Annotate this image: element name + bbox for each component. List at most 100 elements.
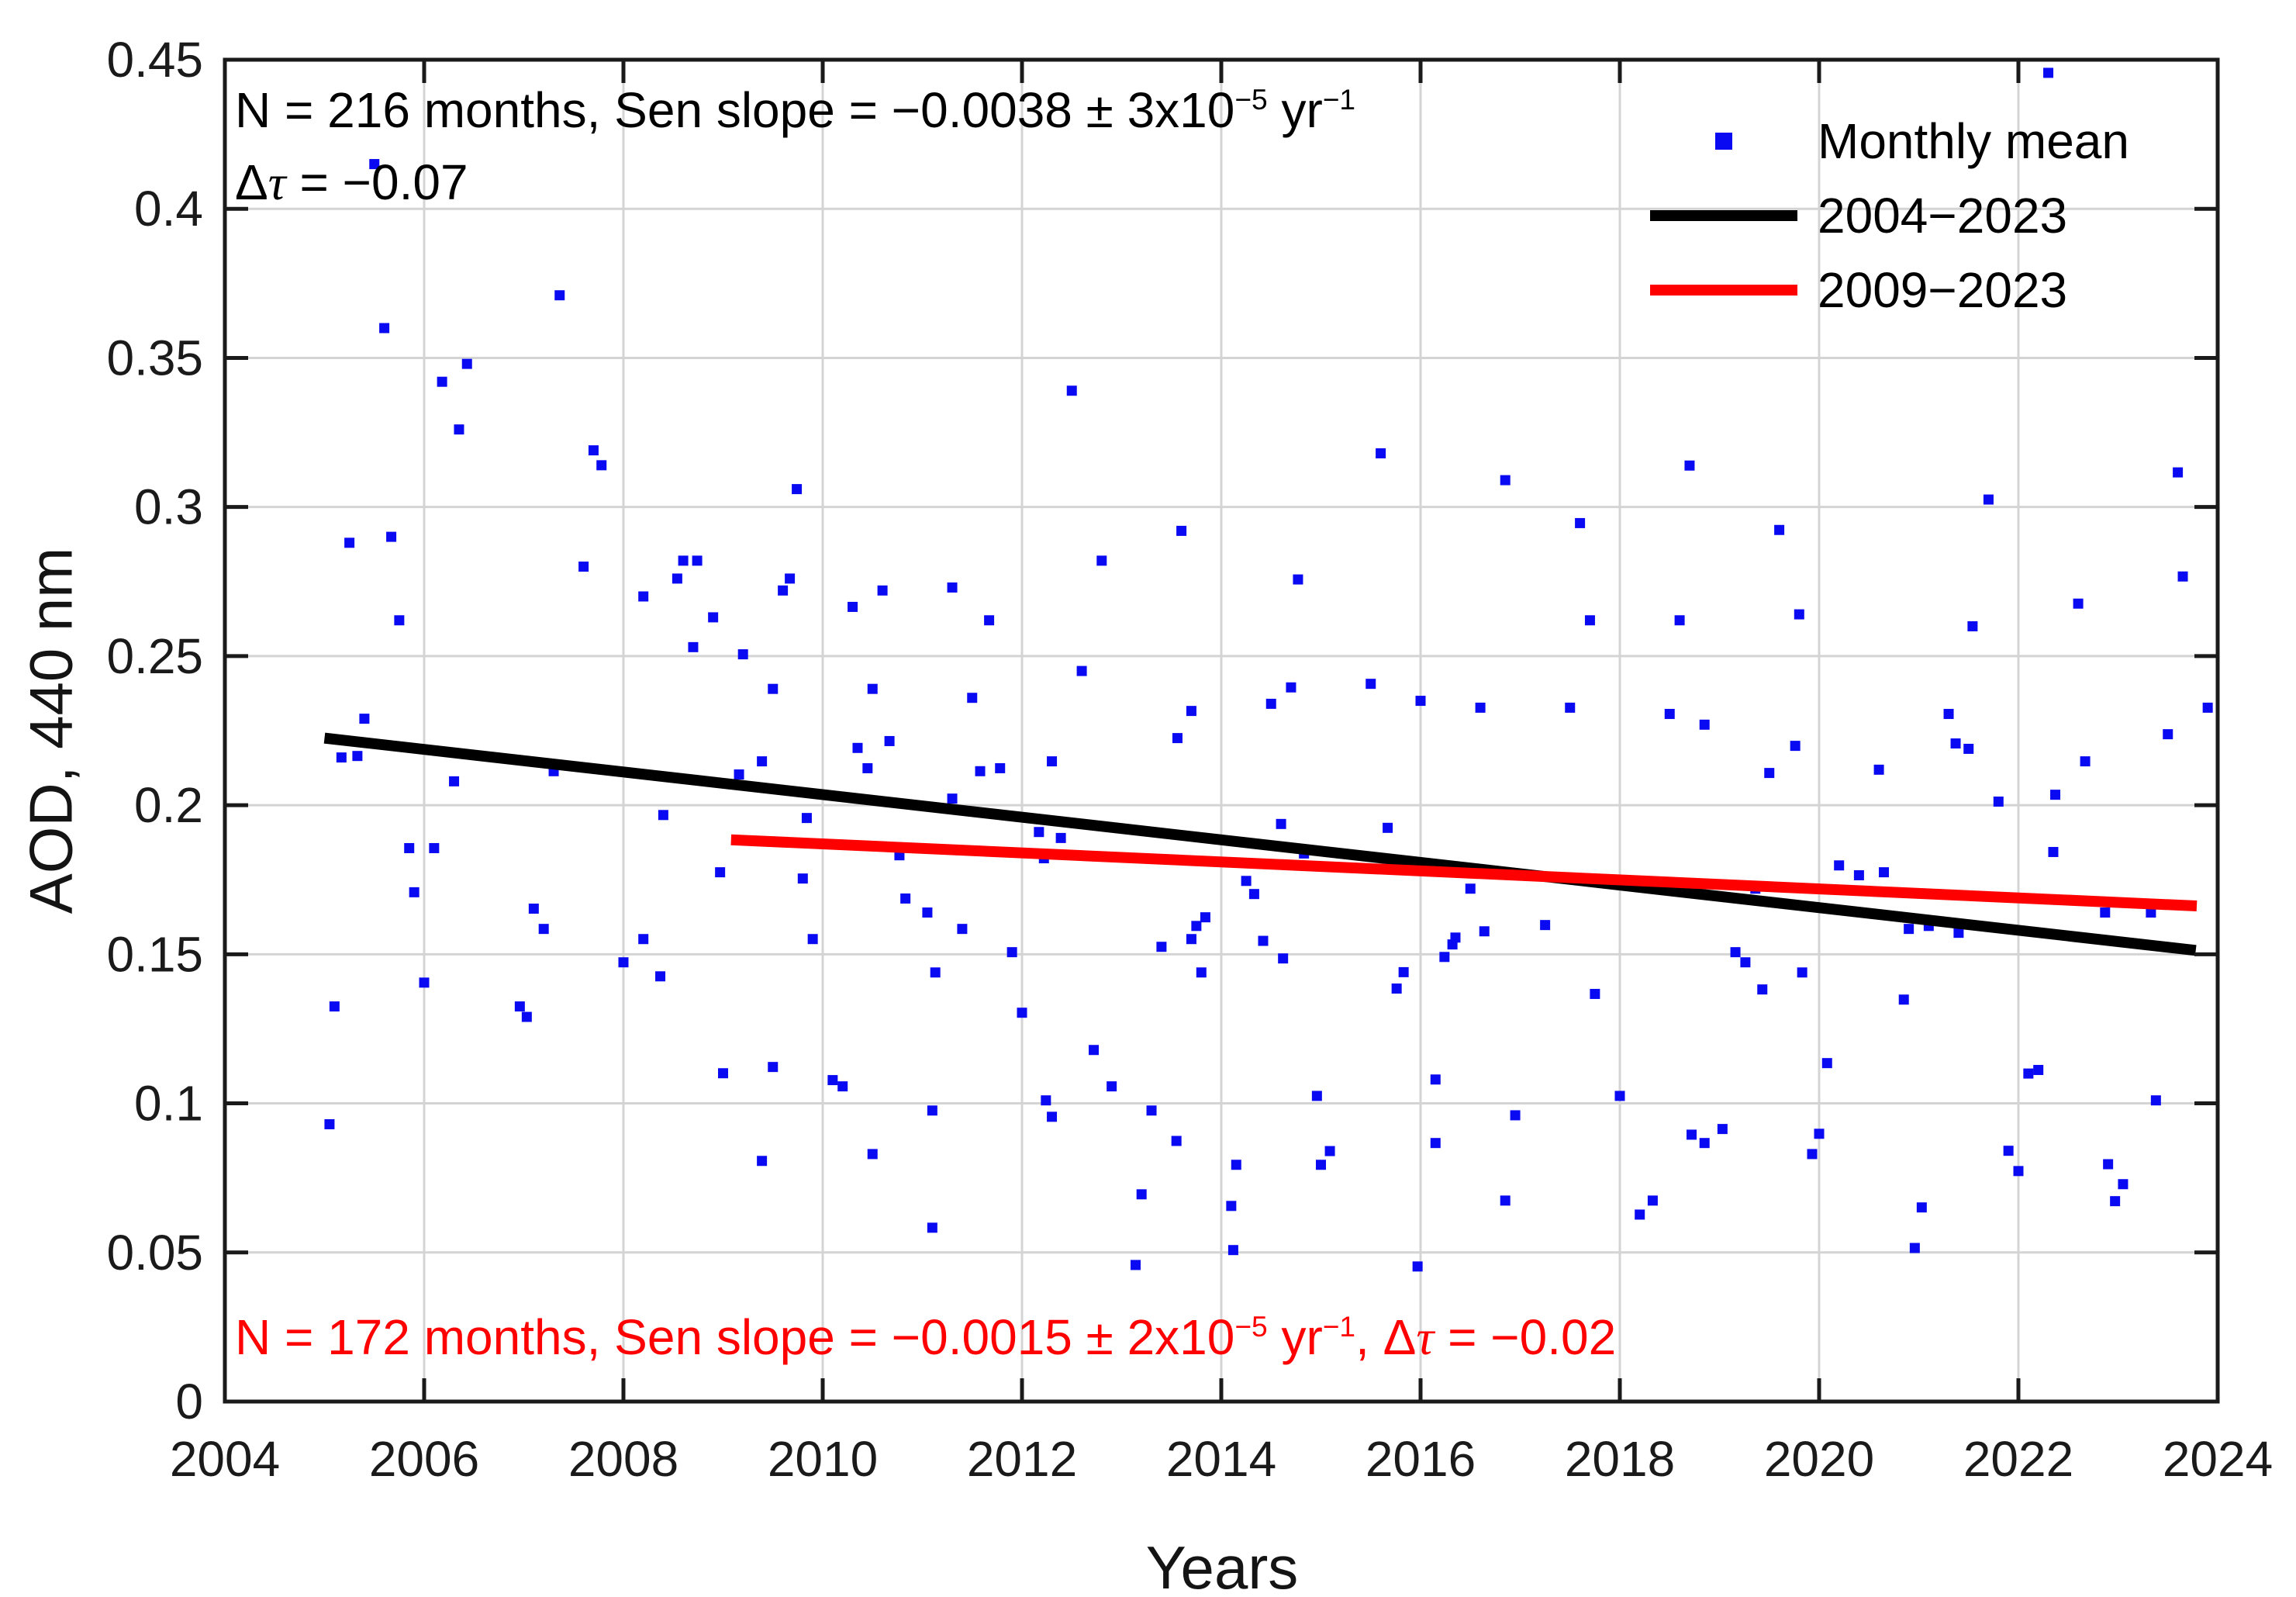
scatter-point [768,1062,779,1073]
scatter-point [1258,935,1269,946]
scatter-point [718,1068,728,1079]
scatter-point [922,907,933,918]
scatter-point [778,585,789,596]
scatter-point [1047,756,1058,767]
scatter-point [1717,1124,1728,1135]
scatter-point [984,615,995,626]
scatter-point [2173,467,2184,478]
legend-marker-icon [1650,133,1797,150]
scatter-point [1757,984,1768,995]
scatter-point [1376,448,1386,458]
x-tick-label: 2006 [369,1431,479,1487]
scatter-point [1953,928,1964,938]
scatter-point [2003,1146,2014,1156]
scatter-point [2118,1179,2129,1190]
scatter-point [1821,1058,1832,1069]
scatter-point [1415,696,1426,707]
scatter-point [1286,682,1296,693]
scatter-point [2146,907,2156,918]
scatter-point [528,904,539,914]
scatter-point [1231,1160,1241,1170]
scatter-point [734,769,744,780]
scatter-point [638,934,649,945]
scatter-point [1430,1138,1441,1149]
scatter-point [1186,934,1196,945]
x-tick-label: 2018 [1565,1431,1675,1487]
scatter-point [329,1001,340,1012]
scatter-point [1647,1195,1658,1206]
scatter-point [852,742,863,753]
scatter-point [554,290,565,301]
stats-annotation-2004-2023: N = 216 months, Sen slope = −0.0038 ± 3x… [235,74,1355,220]
scatter-point [947,793,958,804]
scatter-point [588,445,599,456]
x-tick-label: 2010 [768,1431,878,1487]
legend-line-icon [1650,210,1797,221]
scatter-point [1565,702,1576,713]
scatter-point [2100,907,2111,918]
scatter-point [1730,947,1741,958]
scatter-point [1366,679,1376,690]
scatter-point [1540,920,1551,931]
scatter-point [1500,475,1511,486]
scatter-point [1664,708,1675,719]
x-tick-label: 2004 [170,1431,280,1487]
scatter-point [419,977,430,988]
annotation-line: Δτ = −0.07 [235,154,468,210]
scatter-point [792,484,803,495]
scatter-point [1096,555,1107,566]
y-tick-label: 0.05 [106,1225,203,1281]
scatter-point [344,538,355,548]
scatter-point [884,735,895,746]
scatter-point [862,762,873,773]
scatter-point [1794,609,1804,620]
scatter-point [797,873,808,884]
scatter-point [807,934,818,945]
x-axis-label: Years [1145,1533,1299,1597]
scatter-point [1684,460,1695,471]
annotation-line: N = 172 months, Sen slope = −0.0015 ± 2x… [235,1309,1617,1365]
scatter-point [1248,889,1259,900]
scatter-point [1076,665,1087,676]
scatter-point [538,924,549,935]
scatter-point [957,924,968,935]
x-tick-label: 2012 [967,1431,1077,1487]
scatter-point [409,887,419,897]
scatter-point [1790,741,1801,752]
scatter-point [1089,1045,1100,1056]
scatter-point [2150,1095,2161,1106]
scatter-point [1172,733,1183,744]
scatter-point [379,323,390,334]
scatter-point [1136,1189,1147,1200]
scatter-point [2050,790,2061,800]
scatter-point [927,1105,937,1116]
y-tick-label: 0.45 [106,32,203,88]
x-tick-label: 2014 [1166,1431,1276,1487]
scatter-point [1699,719,1710,730]
scatter-point [404,842,415,853]
scatter-point [1687,1129,1697,1140]
y-tick-label: 0.2 [134,777,203,833]
scatter-point [1265,698,1276,709]
scatter-point [1241,876,1252,887]
scatter-point [1293,574,1303,585]
scatter-point [1740,957,1751,968]
trend-line-2004-2023 [323,732,2197,956]
scatter-point [352,751,363,762]
scatter-point [827,1075,838,1086]
scatter-point [2103,1159,2114,1170]
legend-item: Monthly mean [1650,104,2129,178]
scatter-point [324,1118,335,1129]
scatter-point [2163,729,2173,740]
scatter-point [1983,494,1994,505]
scatter-point [1316,1160,1326,1170]
scatter-point [801,813,812,824]
scatter-point [995,762,1006,773]
scatter-point [1500,1195,1511,1206]
y-tick-label: 0.35 [106,330,203,385]
scatter-point [1873,764,1884,775]
scatter-point [2110,1196,2121,1207]
scatter-point [947,582,958,593]
scatter-point [757,1156,768,1167]
